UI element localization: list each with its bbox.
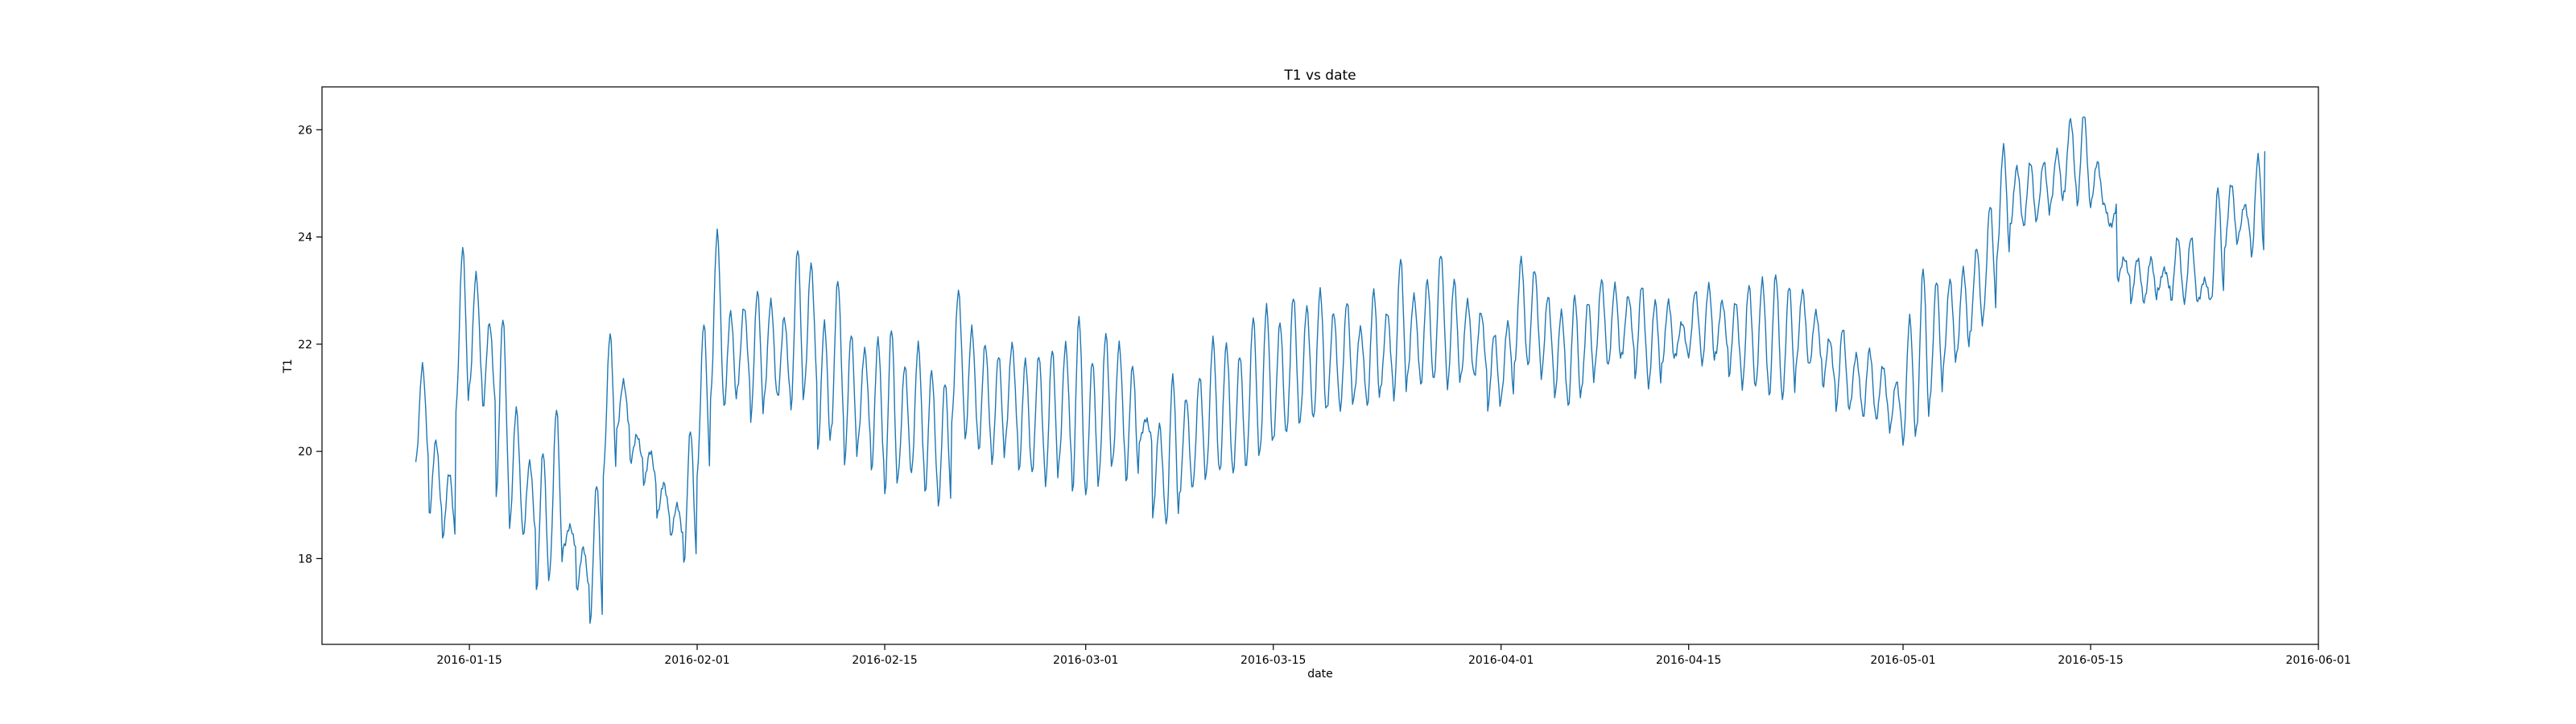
y-tick-label: 24: [298, 232, 312, 245]
series-layer: [415, 116, 2266, 624]
x-axis: 2016-01-15 2016-02-01 2016-02-15 2016-03-01…: [436, 644, 2351, 667]
x-tick-label: 2016-06-01: [2285, 654, 2351, 667]
series-line-t1: [415, 116, 2266, 624]
x-tick-label: 2016-03-15: [1241, 654, 1306, 667]
y-axis-label: T1: [282, 359, 295, 373]
x-tick-label: 2016-02-15: [852, 654, 917, 667]
plot-frame: [321, 86, 2319, 645]
x-tick-label: 2016-04-01: [1468, 654, 1534, 667]
y-tick-label: 18: [298, 553, 312, 566]
x-tick-label: 2016-01-15: [436, 654, 502, 667]
x-tick-label: 2016-05-15: [2058, 654, 2123, 667]
chart-title: T1 vs date: [1283, 68, 1356, 84]
x-tick-label: 2016-03-01: [1053, 654, 1118, 667]
y-tick-label: 26: [298, 124, 312, 137]
y-tick-label: 22: [298, 339, 312, 352]
y-axis: 18 20 22 24 26: [298, 124, 322, 566]
y-tick-label: 20: [298, 446, 312, 459]
x-tick-label: 2016-02-01: [664, 654, 729, 667]
x-tick-label: 2016-05-01: [1870, 654, 1935, 667]
x-axis-label: date: [1307, 668, 1333, 681]
x-tick-label: 2016-04-15: [1656, 654, 1721, 667]
